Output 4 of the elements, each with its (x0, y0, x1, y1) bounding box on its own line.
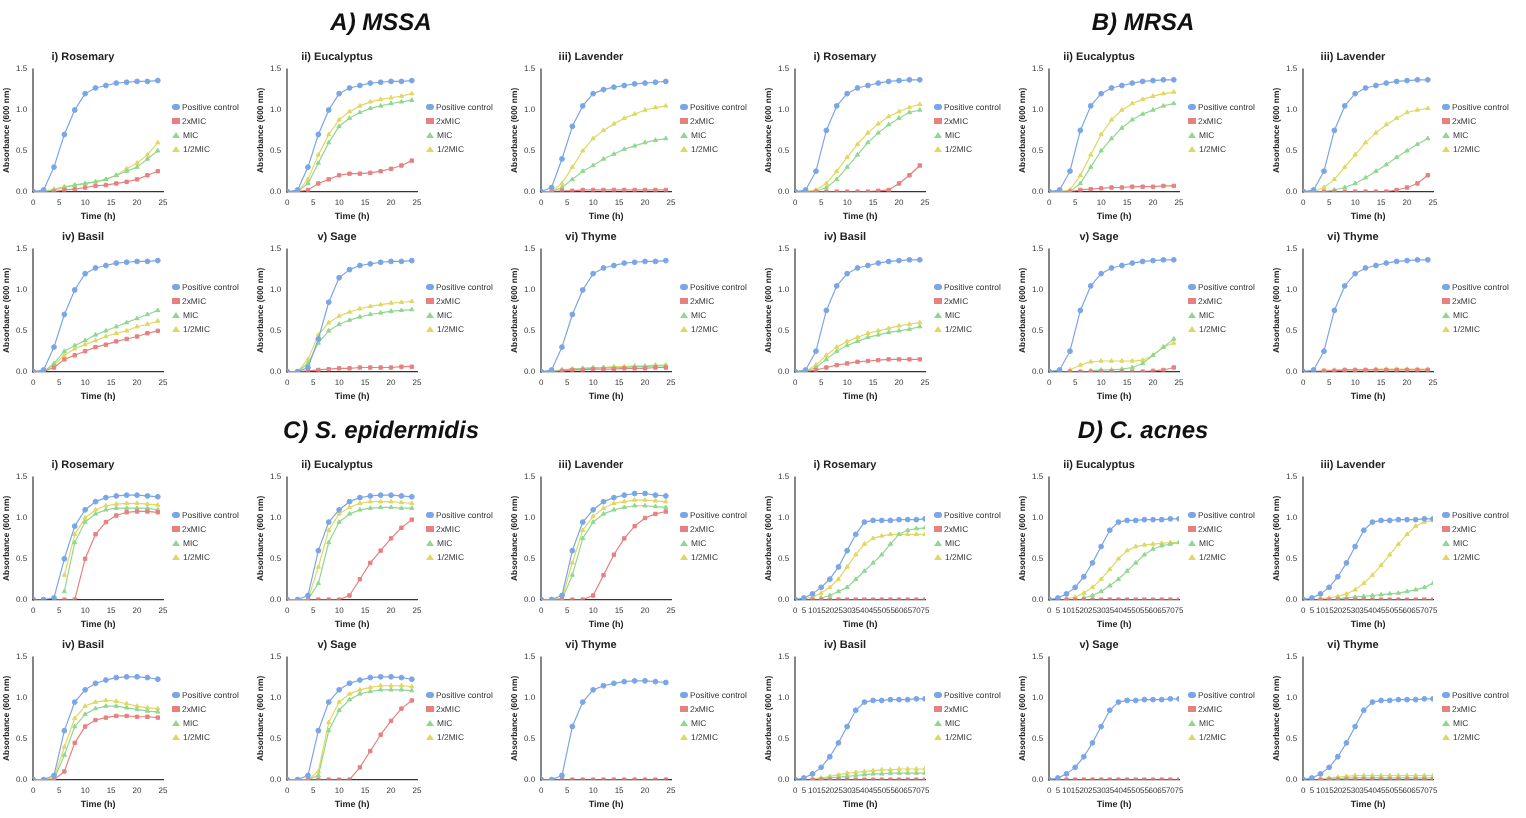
chart-subtitle: D) C. acnes (1075, 416, 1211, 444)
chart-subtitle: A) MSSA (328, 8, 434, 36)
chart-subtitle: C) S. epidermidis (280, 416, 482, 444)
chart-subtitle: B) MRSA (1089, 8, 1197, 36)
